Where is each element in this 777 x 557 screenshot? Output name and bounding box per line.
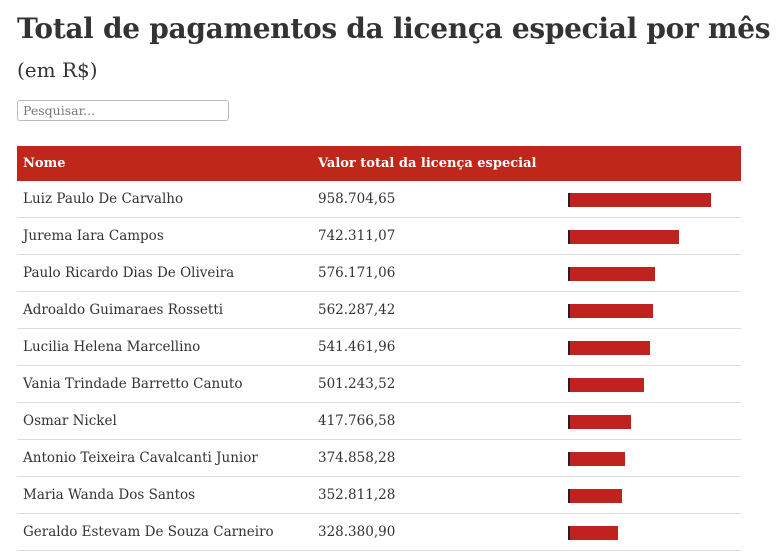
table-row: Maria Wanda Dos Santos 352.811,28 — [17, 476, 741, 514]
cell-bar — [562, 328, 741, 366]
cell-value: 958.704,65 — [312, 181, 562, 218]
table-row: Lucilia Helena Marcellino 541.461,96 — [17, 328, 741, 366]
table-row: Antonio Teixeira Cavalcanti Junior 374.85… — [17, 439, 741, 477]
cell-value: 417.766,58 — [312, 402, 562, 440]
cell-value: 374.858,28 — [312, 439, 562, 477]
cell-value: 562.287,42 — [312, 291, 562, 329]
cell-bar — [562, 291, 741, 329]
cell-name: Osmar Nickel — [17, 402, 312, 440]
cell-name: Paulo Ricardo Dias De Oliveira — [17, 254, 312, 292]
value-bar — [568, 452, 626, 466]
value-bar — [568, 341, 650, 355]
data-table: Nome Valor total da licença especial Lui… — [17, 146, 741, 551]
cell-value: 576.171,06 — [312, 254, 562, 292]
table-row: Paulo Ricardo Dias De Oliveira 576.171,06 — [17, 254, 741, 292]
cell-name: Luiz Paulo De Carvalho — [17, 181, 312, 218]
cell-bar — [562, 217, 741, 255]
cell-name: Vania Trindade Barretto Canuto — [17, 365, 312, 403]
cell-bar — [562, 513, 741, 551]
table-row: Jurema Iara Campos 742.311,07 — [17, 217, 741, 255]
value-bar — [568, 267, 655, 281]
table-header: Nome Valor total da licença especial — [17, 146, 741, 181]
cell-bar — [562, 476, 741, 514]
cell-value: 541.461,96 — [312, 328, 562, 366]
cell-name: Jurema Iara Campos — [17, 217, 312, 255]
cell-name: Maria Wanda Dos Santos — [17, 476, 312, 514]
value-bar — [568, 193, 711, 207]
value-bar — [568, 489, 622, 503]
cell-bar — [562, 402, 741, 440]
page-title: Total de pagamentos da licença especial … — [17, 12, 771, 45]
value-bar — [568, 304, 653, 318]
cell-name: Geraldo Estevam De Souza Carneiro — [17, 513, 312, 551]
column-header-name[interactable]: Nome — [17, 146, 312, 181]
table-row: Geraldo Estevam De Souza Carneiro 328.380… — [17, 513, 741, 551]
column-header-value[interactable]: Valor total da licença especial — [312, 146, 562, 181]
cell-bar — [562, 365, 741, 403]
table-row: Osmar Nickel 417.766,58 — [17, 402, 741, 440]
cell-value: 742.311,07 — [312, 217, 562, 255]
cell-value: 501.243,52 — [312, 365, 562, 403]
value-bar — [568, 415, 632, 429]
cell-name: Lucilia Helena Marcellino — [17, 328, 312, 366]
column-header-bar — [562, 146, 741, 181]
cell-value: 352.811,28 — [312, 476, 562, 514]
value-bar — [568, 526, 619, 540]
value-bar — [568, 230, 680, 244]
search-input[interactable] — [17, 100, 229, 121]
value-bar — [568, 378, 644, 392]
cell-bar — [562, 439, 741, 477]
cell-name: Antonio Teixeira Cavalcanti Junior — [17, 439, 312, 477]
cell-bar — [562, 254, 741, 292]
table-row: Luiz Paulo De Carvalho 958.704,65 — [17, 181, 741, 218]
table-row: Vania Trindade Barretto Canuto 501.243,52 — [17, 365, 741, 403]
table-row: Adroaldo Guimaraes Rossetti 562.287,42 — [17, 291, 741, 329]
page-subtitle: (em R$) — [17, 58, 98, 82]
cell-name: Adroaldo Guimaraes Rossetti — [17, 291, 312, 329]
cell-bar — [562, 181, 741, 218]
cell-value: 328.380,90 — [312, 513, 562, 551]
